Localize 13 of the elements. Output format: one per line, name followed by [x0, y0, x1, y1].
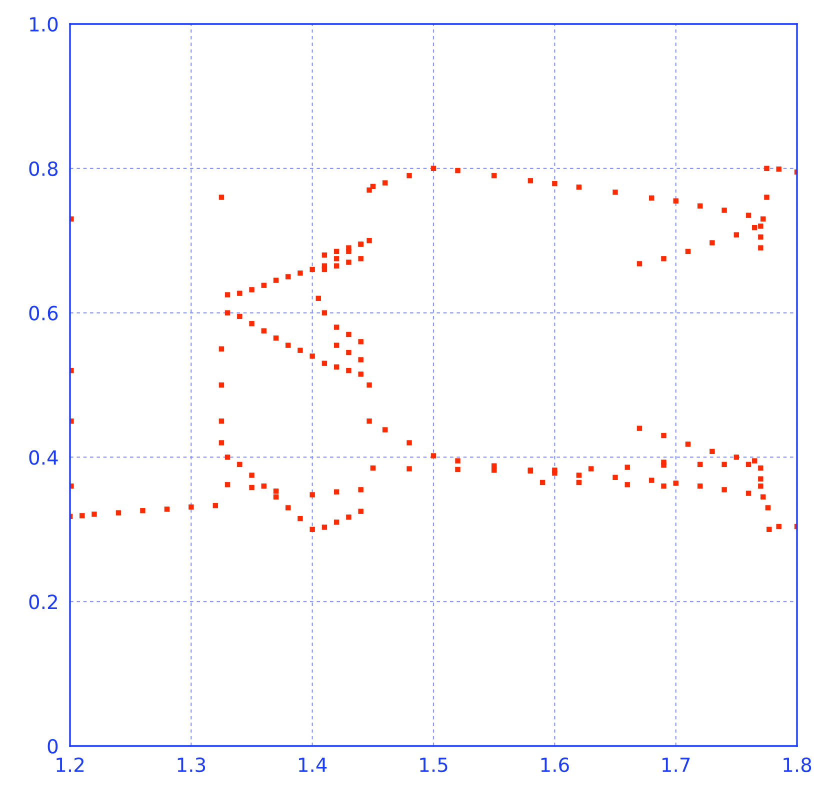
x-tick-label: 1.2: [56, 757, 84, 772]
y-tick-label: 0.2: [29, 594, 57, 610]
y-tick-label: 0: [48, 738, 58, 754]
x-tick-label: 1.5: [420, 758, 448, 772]
x-tick-label: 1.6: [541, 757, 569, 772]
y-tick-label: 1.0: [30, 16, 58, 32]
x-tick-label: 1.8: [784, 757, 812, 772]
y-tick-label: 0.8: [29, 161, 58, 176]
x-tick-label: 1.4: [299, 758, 327, 772]
y-tick-label: 0.6: [29, 306, 58, 320]
y-tick-label: 0.4: [29, 450, 58, 465]
x-tick-label: 1.7: [662, 758, 690, 772]
x-tick-label: 1.3: [178, 757, 206, 772]
